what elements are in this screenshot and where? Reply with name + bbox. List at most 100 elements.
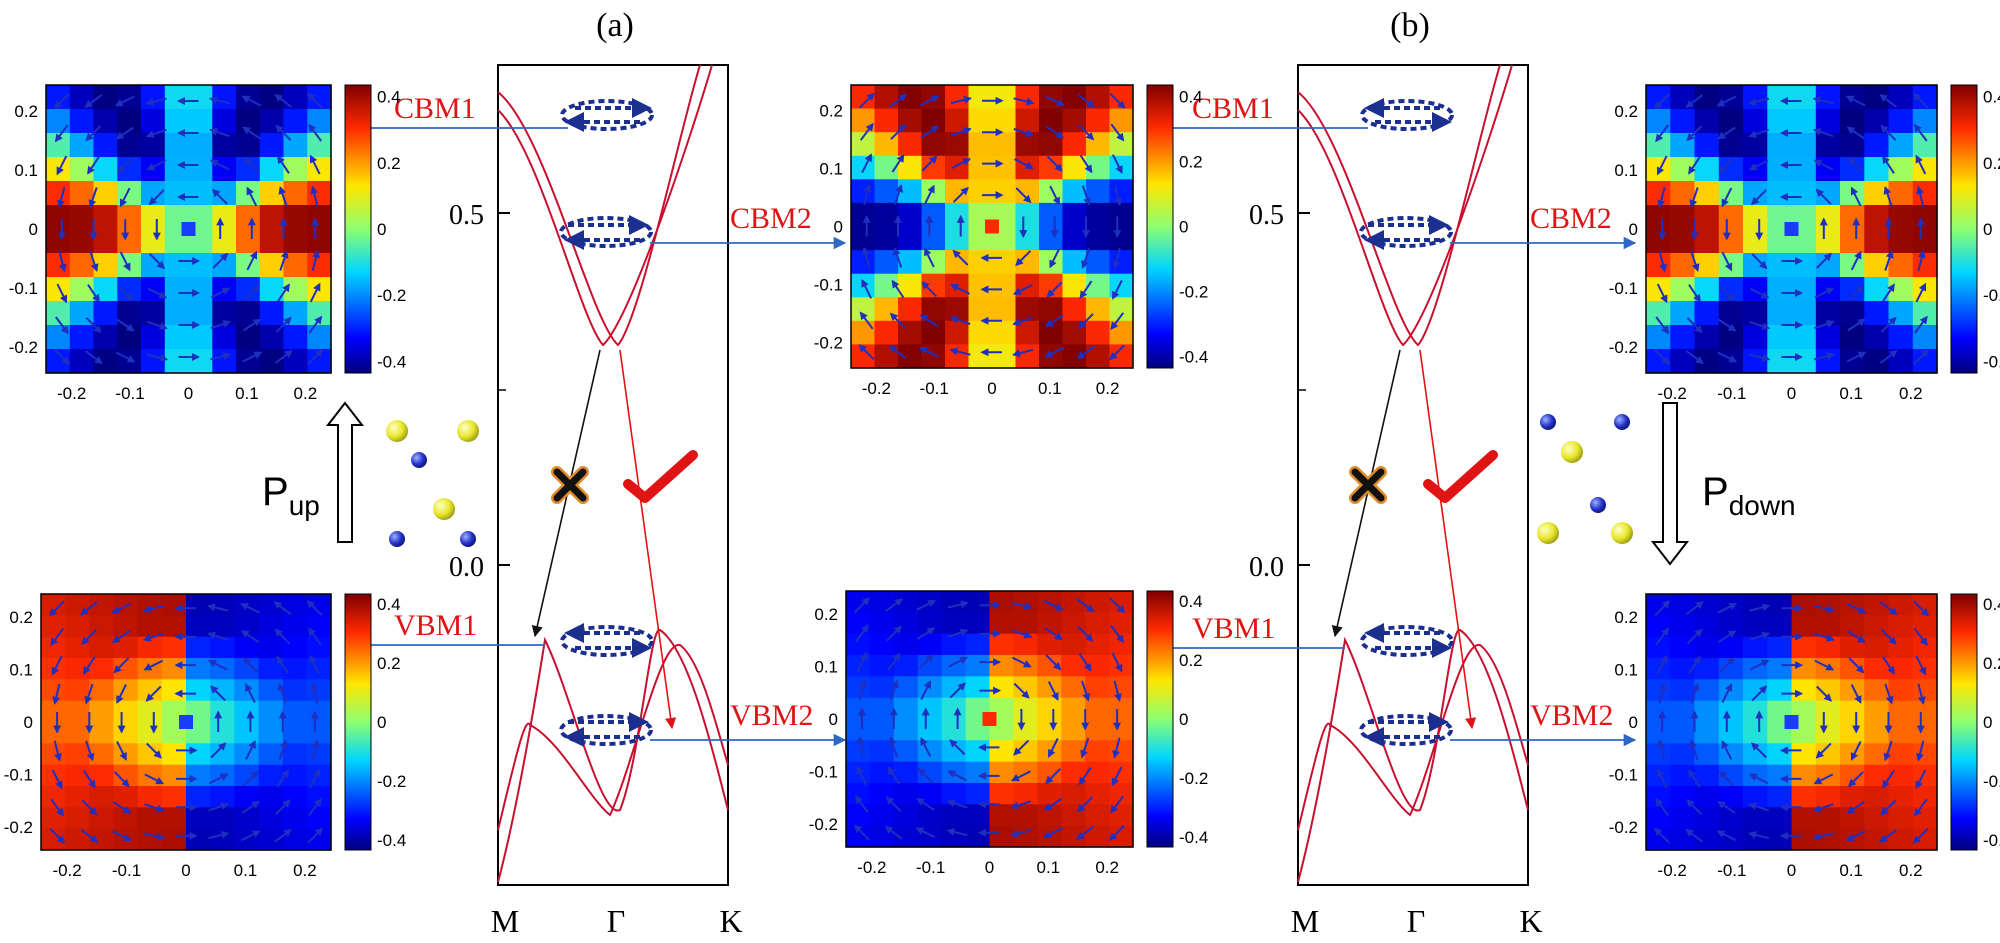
- spin-arrow: [916, 797, 935, 811]
- spin-arrow: [950, 284, 971, 295]
- spin-arrow: [1046, 155, 1063, 172]
- spin-arrow: [1112, 247, 1121, 270]
- spin-arrow: [947, 628, 969, 638]
- y-tick-label: 0.5: [1249, 200, 1284, 231]
- spin-arrow: [1010, 829, 1032, 838]
- spin-arrow: [1750, 189, 1767, 206]
- spin-arrow: [1045, 125, 1065, 139]
- spin-arrow: [51, 769, 63, 790]
- colorbar-tick: 0.4: [377, 595, 401, 614]
- spin-arrow: [81, 628, 98, 645]
- spin-arrow: [117, 285, 134, 302]
- spin-arrow: [1850, 250, 1862, 271]
- spin-arrow: [1913, 600, 1930, 617]
- spin-arrow: [915, 827, 936, 839]
- spin-arrow: [1654, 600, 1671, 617]
- map-y-tick: 0.1: [819, 159, 843, 178]
- spin-arrow: [53, 740, 62, 762]
- map-y-tick: 0.2: [819, 101, 843, 120]
- spin-arrow: [145, 97, 167, 106]
- spin-arrow: [1049, 248, 1060, 269]
- colorbar-tick: -0.2: [1983, 772, 2000, 791]
- hollow-down-arrow: [1650, 402, 1690, 566]
- polarization-down: Pdown: [1537, 402, 1796, 566]
- spin-arrow: [1717, 318, 1737, 332]
- spin-arrow: [1656, 654, 1668, 675]
- spin-arrow: [1111, 652, 1123, 673]
- spin-arrow: [1011, 601, 1033, 610]
- spin-arrow: [948, 656, 969, 668]
- spin-arrow: [920, 125, 940, 139]
- spin-arrow: [242, 656, 259, 673]
- spin-arrow: [1748, 128, 1770, 138]
- spin-arrow: [209, 128, 231, 138]
- spin-arrow: [889, 312, 906, 329]
- map-x-tick: -0.2: [857, 858, 886, 877]
- map-y-tick: 0.2: [9, 608, 33, 627]
- spin-arrow: [1079, 154, 1093, 174]
- spin-arrow: [1912, 92, 1929, 109]
- map-y-tick: 0: [1629, 713, 1638, 732]
- spin-arrow: [209, 159, 230, 171]
- spin-arrow: [1914, 628, 1928, 646]
- spin-arrow: [52, 683, 61, 705]
- spin-arrow: [1688, 655, 1701, 674]
- center-marker: [181, 222, 196, 236]
- map-y-tick: 0: [1629, 220, 1638, 239]
- spin-arrow: [1012, 348, 1034, 358]
- spin-arrow: [1813, 320, 1835, 330]
- spin-loops: [1359, 98, 1454, 747]
- spin-arrow: [245, 740, 256, 760]
- spin-arrow: [1750, 742, 1767, 759]
- spin-arrow: [278, 739, 288, 761]
- spin-arrow: [210, 742, 227, 759]
- spin-arrow: [1913, 123, 1928, 142]
- spin-map-cbm1-a: 0.2 0.1 0 -0.1 -0.2 -0.2 -0.1 0 0.1 0.2 0.4 0.2 0 -0.…: [9, 84, 406, 403]
- spin-arrow: [1717, 351, 1738, 363]
- spin-arrow: [1749, 353, 1771, 362]
- spin-texture-maps: 0.2 0.1 0 -0.1 -0.2 -0.2 -0.1 0 0.1 0.2 0.4 0.2 0 -0.…: [4, 84, 2000, 880]
- spin-arrow: [116, 157, 133, 174]
- spin-arrow: [1879, 350, 1898, 364]
- spin-arrow: [246, 250, 258, 271]
- colorbar-tick: 0: [1179, 710, 1188, 729]
- spin-arrow: [888, 736, 898, 758]
- allowed-check-mark: [1423, 450, 1498, 503]
- spin-arrow: [308, 798, 322, 816]
- map-x-tick: -0.1: [916, 858, 945, 877]
- spin-arrow: [1749, 320, 1771, 330]
- spin-arrow: [310, 185, 319, 207]
- spin-arrow: [1656, 155, 1668, 176]
- spin-arrow: [1848, 657, 1865, 674]
- spin-arrow: [919, 95, 940, 107]
- spin-arrow: [1015, 187, 1032, 204]
- spin-arrow: [111, 630, 131, 644]
- spin-arrow: [1685, 350, 1704, 364]
- spin-arrow: [1813, 604, 1836, 613]
- map-x-tick: 0.1: [1037, 858, 1061, 877]
- map-y-tick: 0.1: [1614, 161, 1638, 180]
- spin-arrow: [1110, 312, 1125, 331]
- spin-arrow: [924, 247, 935, 268]
- spin-arrow: [85, 740, 95, 762]
- spin-arrow: [1915, 154, 1927, 175]
- spin-arrow: [916, 627, 936, 641]
- spin-arrow: [206, 603, 229, 612]
- spin-arrow: [1717, 800, 1736, 814]
- spin-arrow: [1751, 253, 1768, 270]
- spin-arrow: [1656, 283, 1668, 304]
- spin-arrow: [277, 155, 290, 174]
- spin-arrow: [1045, 768, 1062, 785]
- spin-arrow: [310, 682, 319, 704]
- y-tick-label: 0.0: [1249, 552, 1284, 583]
- k-label-Gamma: Γ: [607, 903, 626, 939]
- spin-arrow: [1749, 631, 1771, 641]
- center-marker: [179, 715, 193, 729]
- map-y-tick: -0.2: [809, 815, 838, 834]
- map-x-tick: -0.2: [57, 384, 86, 403]
- map-y-tick: -0.2: [814, 334, 843, 353]
- spin-arrow: [1846, 800, 1866, 814]
- spin-arrow: [1655, 627, 1670, 646]
- map-x-tick: 0.2: [293, 861, 317, 880]
- spin-arrow: [1850, 741, 1862, 761]
